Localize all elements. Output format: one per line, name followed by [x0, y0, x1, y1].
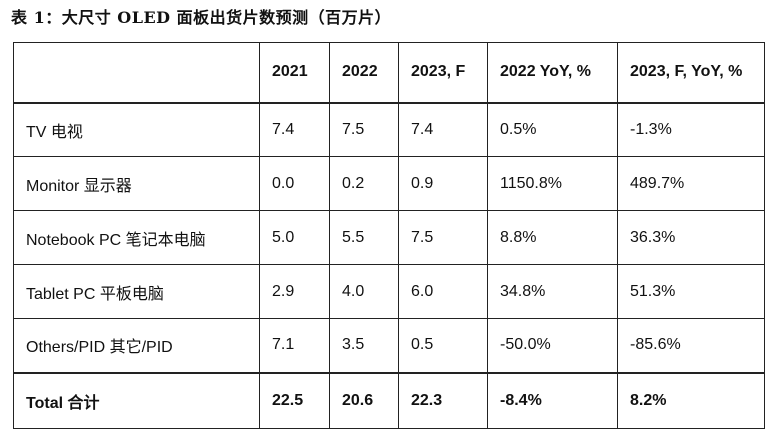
table-cell: 5.0	[259, 210, 330, 265]
table-row: Notebook PC 笔记本电脑 5.0 5.5 7.5 8.8% 36.3%	[13, 210, 765, 265]
table-cell: 0.5	[398, 318, 488, 373]
table-cell: 5.5	[329, 210, 399, 265]
table-cell: 7.5	[398, 210, 488, 265]
row-label: Notebook PC 笔记本电脑	[13, 210, 260, 265]
table-cell: 0.0	[259, 156, 330, 211]
table-cell: 7.4	[398, 102, 488, 157]
header-cell: 2022	[329, 42, 399, 104]
table-cell: 489.7%	[617, 156, 765, 211]
table-row: Monitor 显示器 0.0 0.2 0.9 1150.8% 489.7%	[13, 156, 765, 211]
table-cell: 1150.8%	[487, 156, 618, 211]
row-label: Monitor 显示器	[13, 156, 260, 211]
header-cell	[13, 42, 260, 104]
table-row: Tablet PC 平板电脑 2.9 4.0 6.0 34.8% 51.3%	[13, 264, 765, 319]
table-cell: 36.3%	[617, 210, 765, 265]
table-cell: 7.1	[259, 318, 330, 373]
table-cell: 0.5%	[487, 102, 618, 157]
table-cell: 2.9	[259, 264, 330, 319]
total-cell: 22.3	[398, 371, 488, 429]
table-cell: -85.6%	[617, 318, 765, 373]
table-cell: 3.5	[329, 318, 399, 373]
total-cell: 22.5	[259, 371, 330, 429]
total-row: Total 合计 22.5 20.6 22.3 -8.4% 8.2%	[13, 371, 765, 429]
table-cell: 8.8%	[487, 210, 618, 265]
row-label: Others/PID 其它/PID	[13, 318, 260, 373]
header-cell: 2023, F, YoY, %	[617, 42, 765, 104]
table-cell: -1.3%	[617, 102, 765, 157]
total-cell: 20.6	[329, 371, 399, 429]
table-cell: 0.2	[329, 156, 399, 211]
header-cell: 2021	[259, 42, 330, 104]
table-cell: 34.8%	[487, 264, 618, 319]
table-cell: 4.0	[329, 264, 399, 319]
total-cell: 8.2%	[617, 371, 765, 429]
table-row: TV 电视 7.4 7.5 7.4 0.5% -1.3%	[13, 102, 765, 157]
oled-shipment-table: 2021 2022 2023, F 2022 YoY, % 2023, F, Y…	[13, 42, 765, 429]
table-cell: 0.9	[398, 156, 488, 211]
header-cell: 2023, F	[398, 42, 488, 104]
row-label: TV 电视	[13, 102, 260, 157]
row-label: Tablet PC 平板电脑	[13, 264, 260, 319]
table-cell: 7.5	[329, 102, 399, 157]
table-cell: 6.0	[398, 264, 488, 319]
table-row: Others/PID 其它/PID 7.1 3.5 0.5 -50.0% -85…	[13, 318, 765, 373]
table-cell: 51.3%	[617, 264, 765, 319]
table-cell: 7.4	[259, 102, 330, 157]
header-cell: 2022 YoY, %	[487, 42, 618, 104]
total-cell: -8.4%	[487, 371, 618, 429]
header-row: 2021 2022 2023, F 2022 YoY, % 2023, F, Y…	[13, 42, 765, 104]
table-cell: -50.0%	[487, 318, 618, 373]
table-caption: 表 1：大尺寸 OLED 面板出货片数预测（百万片）	[11, 8, 392, 27]
total-label: Total 合计	[13, 371, 260, 429]
